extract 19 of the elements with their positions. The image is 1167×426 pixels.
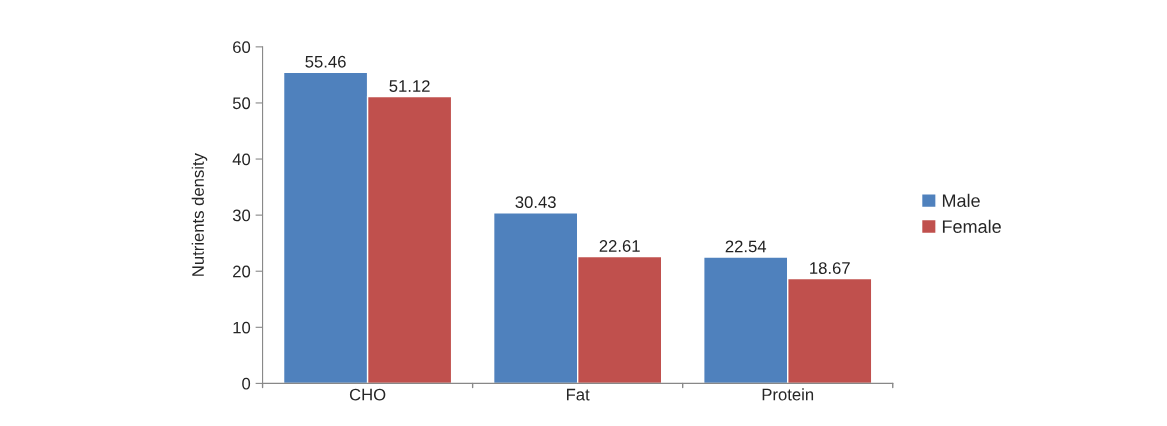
y-tick-label: 60: [233, 41, 251, 54]
y-axis-title: Nutrients density: [191, 153, 208, 276]
data-label: 22.61: [599, 240, 640, 252]
y-tick-label: 0: [242, 377, 251, 390]
x-tick-label: Protein: [762, 388, 814, 401]
x-tick-label: Fat: [566, 388, 590, 401]
x-tick-label: CHO: [349, 388, 386, 401]
y-tick-label: 20: [233, 265, 251, 278]
data-label: 30.43: [515, 196, 556, 209]
y-tick-label: 40: [232, 153, 251, 166]
data-label: 22.54: [725, 240, 767, 253]
data-label: 18.67: [810, 262, 850, 274]
y-tick-label: 10: [233, 321, 251, 334]
data-label: 51.12: [389, 80, 430, 92]
data-label: 55.46: [305, 55, 346, 68]
legend-label: Male: [942, 193, 980, 208]
y-tick-label: 30: [232, 209, 251, 222]
y-tick-label: 50: [232, 97, 251, 110]
legend-label: Female: [942, 219, 1001, 233]
